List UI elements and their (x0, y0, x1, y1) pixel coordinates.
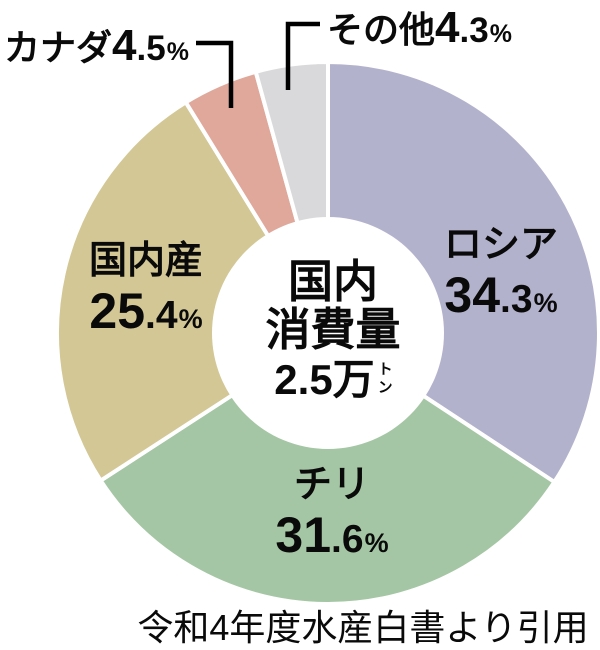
label-russia: ロシア 34 .3 % (416, 224, 586, 320)
label-others: その他 4 .3 % (327, 6, 512, 50)
pct-dec: .5 (136, 29, 166, 68)
label-russia-pct: 34 .3 % (416, 270, 586, 320)
pct-sym: % (166, 38, 189, 66)
label-canada: カナダ 4 .5 % (4, 24, 189, 68)
center-unit: トン (375, 361, 393, 397)
center-value: 2.5万 (274, 356, 375, 403)
pct-int: 34 (444, 266, 501, 323)
center-label: 国内 消費量 2.5万 トン (218, 258, 448, 402)
label-canada-name: カナダ (4, 27, 113, 68)
label-domestic-name: 国内産 (88, 240, 203, 282)
donut-hole (212, 217, 444, 449)
label-domestic-pct: 25 .4 % (61, 286, 231, 336)
center-label-line1: 国内 (287, 256, 378, 307)
label-chile-pct: 31 .6 % (247, 510, 417, 560)
pct-dec: .3 (459, 11, 489, 50)
label-chile: チリ 31 .6 % (247, 464, 417, 560)
pct-sym: % (178, 303, 203, 334)
pct-dec: .3 (500, 277, 533, 321)
pct-sym: % (364, 527, 389, 558)
center-label-value-row: 2.5万 トン (218, 358, 448, 402)
pct-dec: .4 (145, 293, 178, 337)
pct-int: 4 (112, 21, 137, 70)
label-domestic: 国内産 25 .4 % (61, 240, 231, 336)
pct-dec: .6 (331, 517, 364, 561)
label-others-name: その他 (327, 9, 436, 50)
pct-sym: % (533, 287, 558, 318)
slice-domestic (55, 100, 330, 483)
label-chile-name: チリ (293, 464, 370, 506)
canada-leader-line (196, 40, 234, 108)
slice-chile (98, 331, 557, 607)
pct-int: 25 (89, 282, 146, 339)
others-leader-line (285, 21, 320, 90)
label-russia-name: ロシア (443, 224, 558, 266)
pct-int: 4 (435, 3, 460, 52)
source-caption: 令和4年度水産白書より引用 (137, 607, 589, 648)
pct-sym: % (489, 20, 512, 48)
center-label-line2: 消費量 (265, 304, 401, 355)
pct-int: 31 (275, 506, 332, 563)
